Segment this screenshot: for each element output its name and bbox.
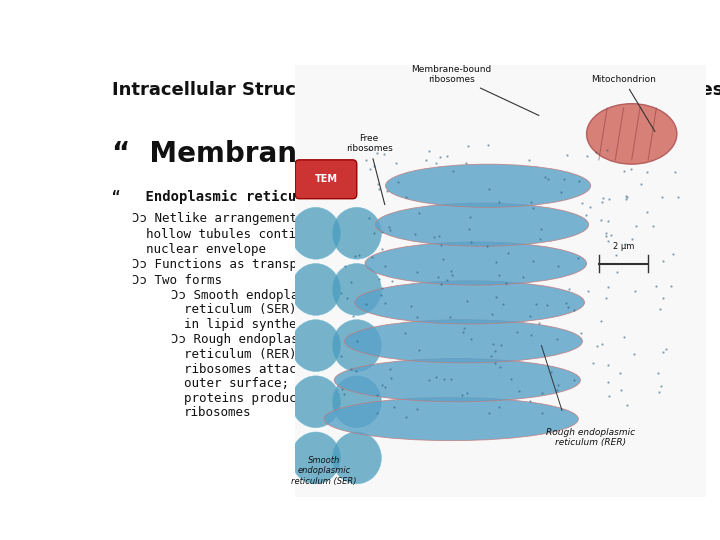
Circle shape	[291, 264, 341, 315]
Text: Ɔɔ Netlike arrangement of flattened,: Ɔɔ Netlike arrangement of flattened,	[132, 212, 402, 225]
Text: TEM: TEM	[315, 174, 338, 184]
Text: outer surface; transports: outer surface; transports	[184, 377, 372, 390]
Text: hollow tubules continuous with: hollow tubules continuous with	[145, 228, 371, 241]
Circle shape	[332, 320, 382, 372]
Ellipse shape	[587, 104, 677, 164]
Circle shape	[332, 432, 382, 484]
Circle shape	[332, 207, 382, 259]
Text: Free
ribosomes: Free ribosomes	[346, 134, 392, 205]
Text: ribosomes: ribosomes	[184, 406, 251, 419]
Text: ribosomes attached to its: ribosomes attached to its	[184, 362, 372, 375]
FancyBboxPatch shape	[295, 160, 357, 199]
Ellipse shape	[355, 281, 585, 324]
Ellipse shape	[375, 203, 589, 246]
Ellipse shape	[334, 359, 580, 402]
Text: Ɔɔ Two forms: Ɔɔ Two forms	[132, 274, 222, 287]
Ellipse shape	[344, 320, 582, 363]
Circle shape	[291, 376, 341, 428]
Circle shape	[291, 432, 341, 484]
Text: reticulum (RER) –: reticulum (RER) –	[184, 348, 311, 361]
Text: Membrane-bound
ribosomes: Membrane-bound ribosomes	[411, 65, 539, 116]
Text: Intracellular Structures of Eukaryotic Organisms (organelles): Intracellular Structures of Eukaryotic O…	[112, 82, 720, 99]
Text: reticulum (SER) – plays role: reticulum (SER) – plays role	[184, 303, 394, 316]
Circle shape	[332, 264, 382, 315]
Text: proteins produced by: proteins produced by	[184, 392, 334, 404]
Ellipse shape	[324, 397, 578, 441]
Text: Ɔɔ Smooth endoplasmic: Ɔɔ Smooth endoplasmic	[171, 289, 328, 302]
Text: “   Endoplasmic reticulum: “ Endoplasmic reticulum	[112, 190, 322, 204]
Text: “  Membranous Organelles: “ Membranous Organelles	[112, 140, 531, 167]
Text: Ɔɔ Functions as transport system: Ɔɔ Functions as transport system	[132, 258, 372, 271]
Text: Smooth
endoplasmic
reticulum (SER): Smooth endoplasmic reticulum (SER)	[291, 456, 356, 486]
Ellipse shape	[385, 164, 590, 207]
Text: Rough endoplasmic
reticulum (RER): Rough endoplasmic reticulum (RER)	[546, 428, 635, 447]
Circle shape	[291, 207, 341, 259]
Text: Mitochondrion: Mitochondrion	[591, 75, 656, 132]
Text: 2 μm: 2 μm	[613, 241, 634, 251]
Circle shape	[332, 376, 382, 428]
FancyBboxPatch shape	[295, 65, 706, 497]
Text: nuclear envelope: nuclear envelope	[145, 243, 266, 256]
Circle shape	[291, 320, 341, 372]
Text: in lipid synthesis: in lipid synthesis	[184, 318, 319, 331]
Text: Ɔɔ Rough endoplasmic: Ɔɔ Rough endoplasmic	[171, 333, 321, 346]
Ellipse shape	[365, 242, 587, 285]
